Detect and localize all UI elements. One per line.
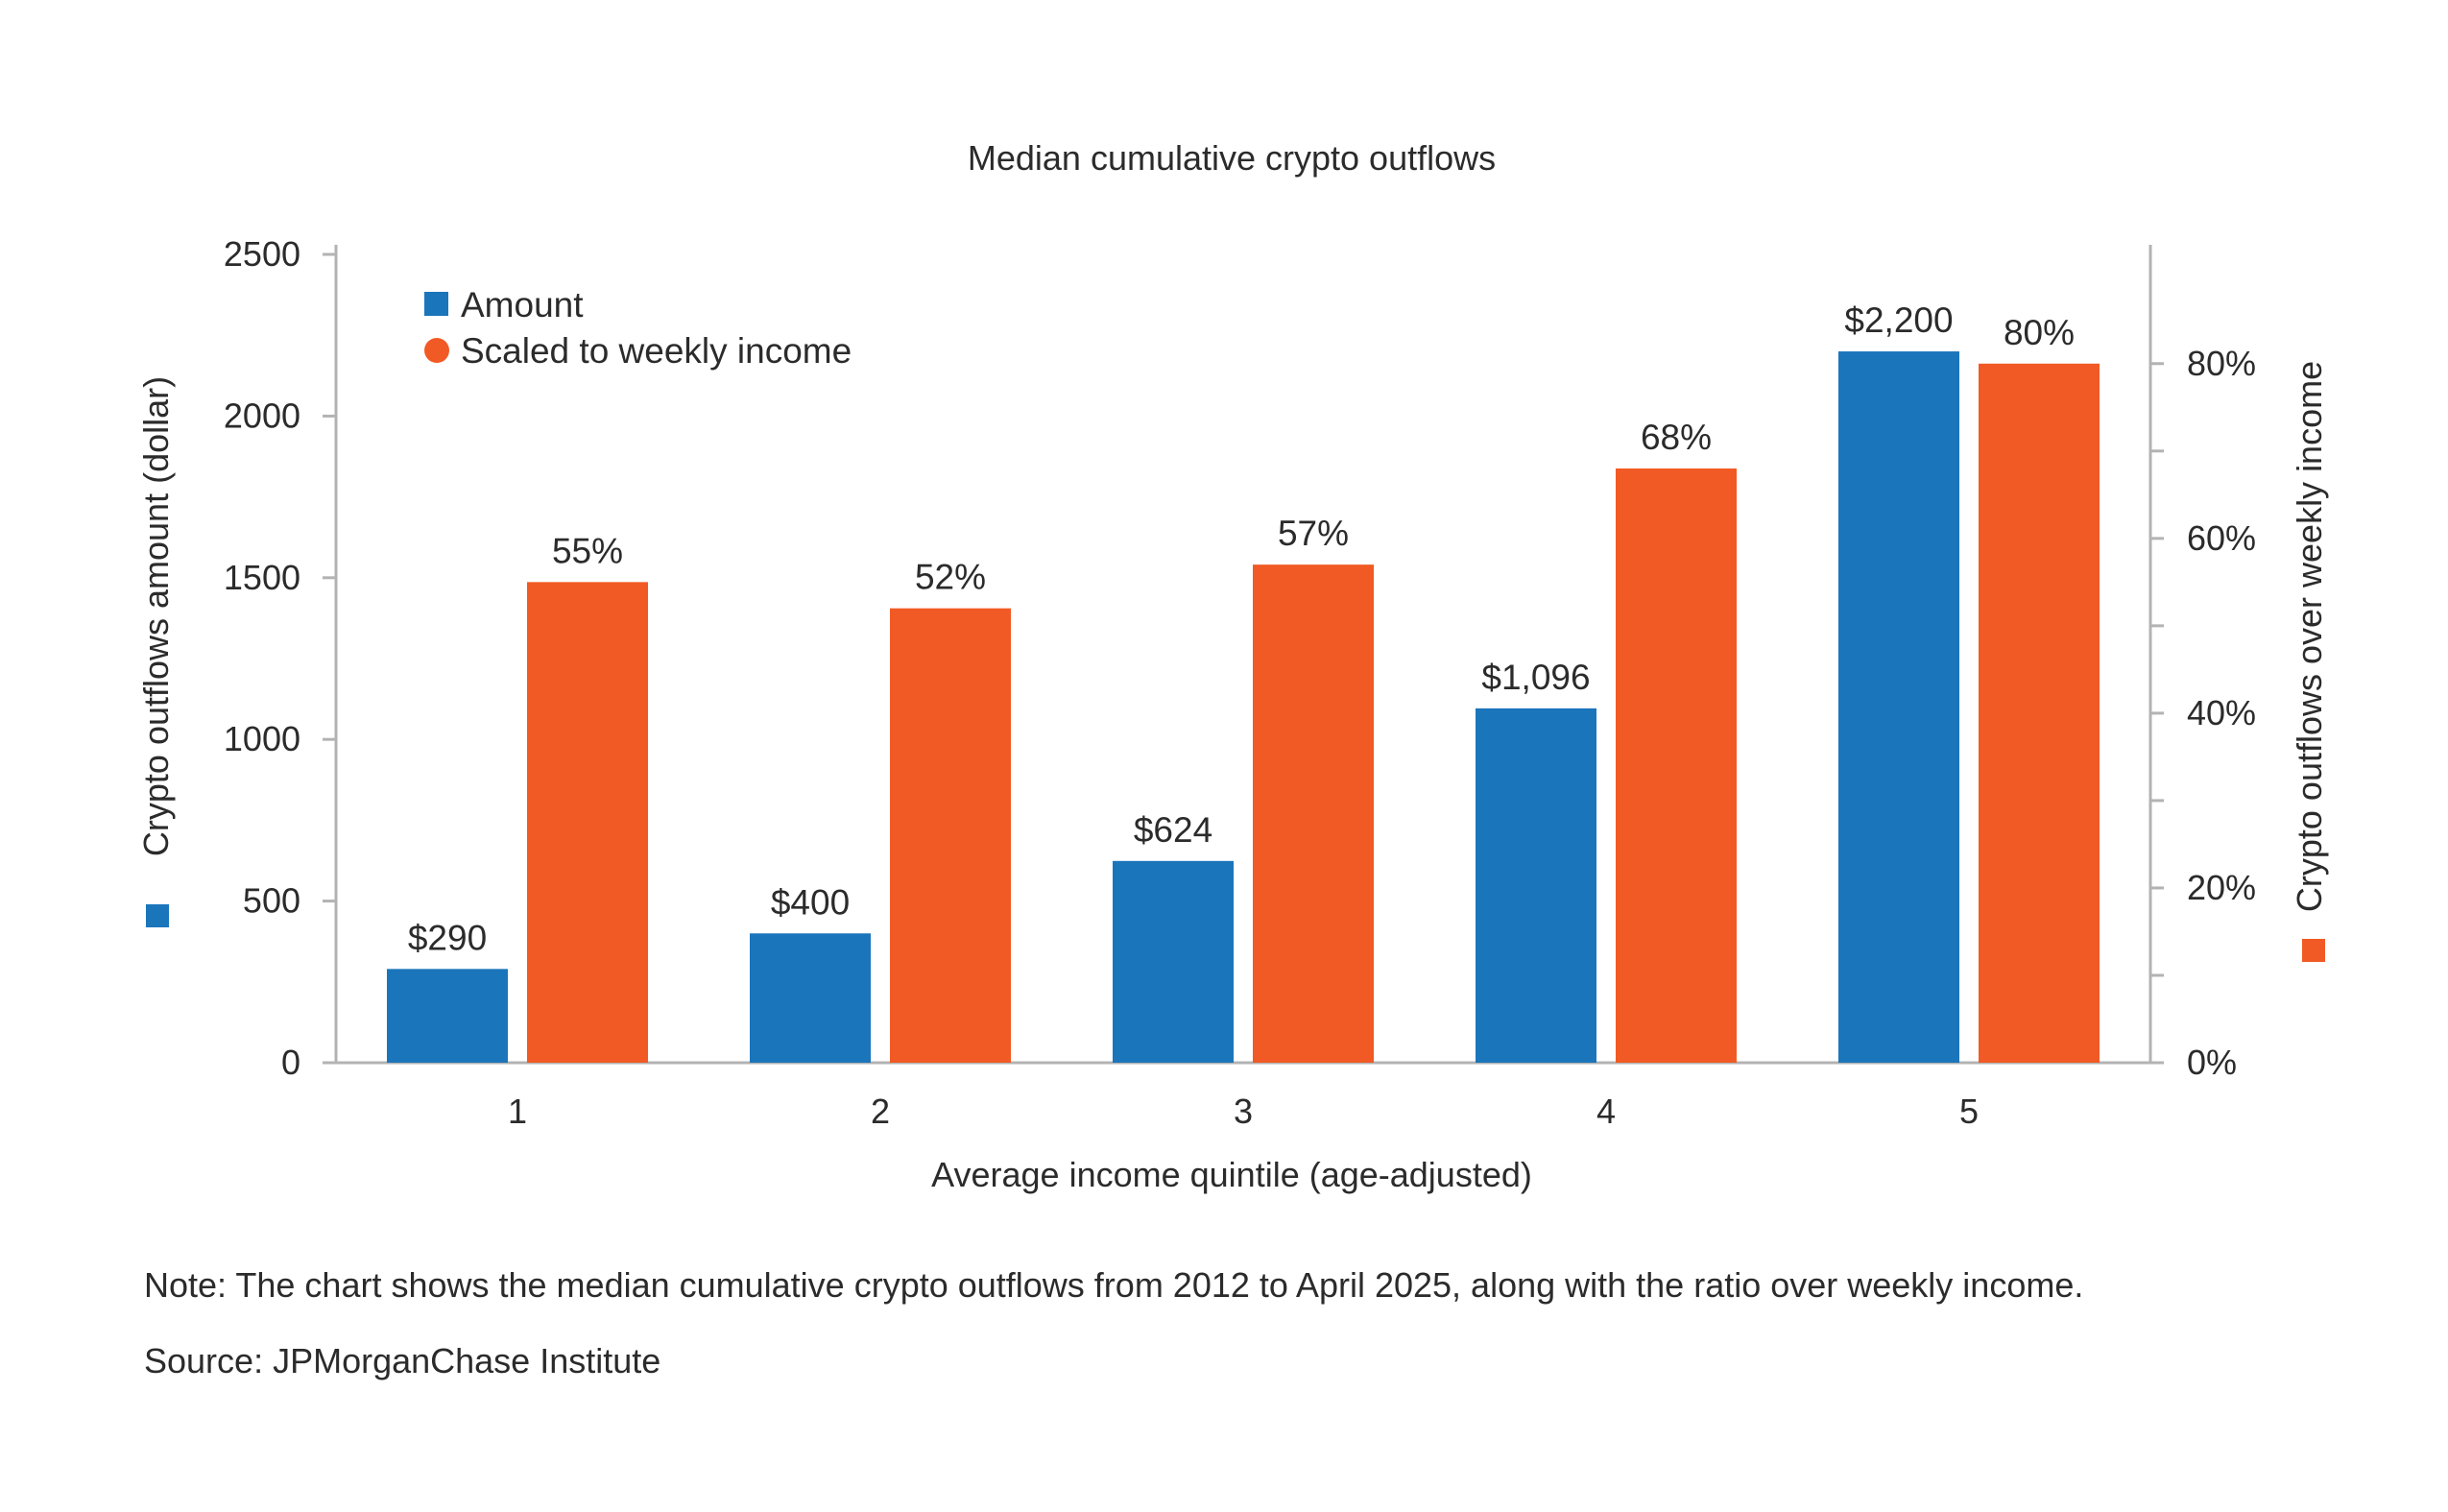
bar-scaled — [890, 608, 1011, 1063]
x-axis-tick-label: 4 — [1596, 1092, 1616, 1131]
y-axis-left-tick-label: 2000 — [224, 396, 300, 435]
bar-scaled — [527, 582, 648, 1063]
data-label-amount: $1,096 — [1481, 658, 1590, 697]
y-axis-left-title: Crypto outflows amount (dollar) — [136, 376, 176, 856]
legend-scaled-swatch — [424, 338, 449, 363]
data-label-scaled: 55% — [552, 531, 623, 570]
y-axis-right-tick-label: 40% — [2187, 693, 2256, 732]
bar-amount — [750, 933, 871, 1063]
data-label-scaled: 80% — [2004, 313, 2075, 352]
bar-scaled — [1253, 564, 1374, 1063]
data-label-amount: $2,200 — [1844, 300, 1953, 340]
bar-amount — [1476, 708, 1596, 1063]
bars — [387, 351, 2100, 1063]
y-axis-right-tick-label: 20% — [2187, 868, 2256, 907]
legend-amount-label: Amount — [461, 285, 584, 324]
y-axis-left-tick-label: 1500 — [224, 558, 300, 597]
x-axis-tick-label: 5 — [1959, 1092, 1979, 1131]
chart-title: Median cumulative crypto outflows — [968, 138, 1496, 178]
right-axis-series-swatch — [2302, 939, 2325, 962]
data-label-amount: $624 — [1134, 810, 1212, 850]
left-axis-series-swatch — [146, 904, 169, 927]
y-axis-left-title-group: Crypto outflows amount (dollar) — [136, 376, 176, 856]
legend-scaled-label: Scaled to weekly income — [461, 331, 852, 371]
y-axis-left-tick-label: 500 — [243, 881, 300, 921]
data-label-scaled: 68% — [1641, 418, 1712, 457]
bar-amount — [1838, 351, 1959, 1063]
bar-amount — [387, 969, 508, 1063]
x-axis-tick-label: 1 — [508, 1092, 527, 1131]
axes: 0 500 1000 1500 2000 2500 0% 20% 40% 60% 80% 1 2 3 4 5 — [224, 234, 2256, 1131]
legend: Amount Scaled to weekly income — [424, 285, 852, 371]
data-label-amount: $290 — [408, 918, 487, 957]
bar-scaled — [1616, 468, 1737, 1063]
y-axis-right-tick-label: 80% — [2187, 344, 2256, 383]
x-axis-title: Average income quintile (age-adjusted) — [931, 1155, 1532, 1194]
y-axis-right-tick-label: 60% — [2187, 518, 2256, 558]
chart-note: Note: The chart shows the median cumulat… — [144, 1265, 2084, 1305]
y-axis-left-tick-label: 1000 — [224, 719, 300, 758]
bar-scaled — [1979, 363, 2100, 1063]
y-axis-left-tick-label: 0 — [281, 1043, 300, 1082]
y-axis-left-tick-label: 2500 — [224, 234, 300, 274]
y-axis-right-title: Crypto outflows over weekly income — [2290, 361, 2329, 912]
data-label-scaled: 57% — [1278, 514, 1349, 553]
y-axis-right-title-group: Crypto outflows over weekly income — [2290, 361, 2329, 912]
legend-amount-swatch — [424, 292, 448, 316]
chart-source: Source: JPMorganChase Institute — [144, 1341, 661, 1380]
y-axis-right-tick-label: 0% — [2187, 1043, 2237, 1082]
x-axis-tick-label: 3 — [1234, 1092, 1253, 1131]
x-axis-tick-label: 2 — [871, 1092, 890, 1131]
data-labels: $290 55% $400 52% $624 57% $1,096 68% $2,200 80% — [408, 300, 2075, 957]
bar-amount — [1113, 860, 1234, 1063]
data-label-scaled: 52% — [915, 558, 986, 597]
data-label-amount: $400 — [771, 882, 850, 922]
